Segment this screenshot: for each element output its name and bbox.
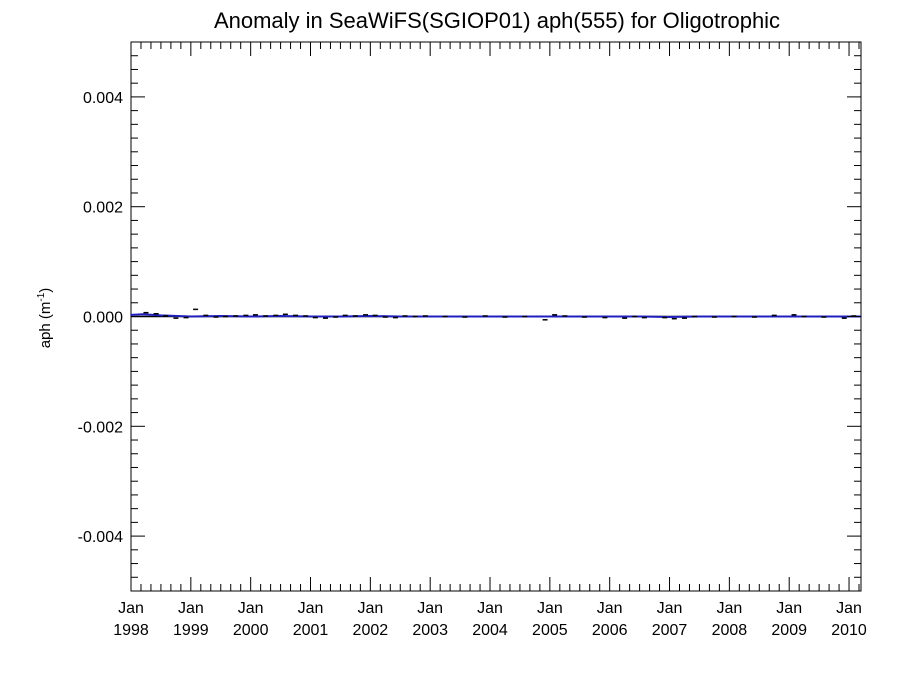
y-tick-label: 0.004 [83,90,123,107]
y-axis-label-close: ) [37,288,54,293]
smoothed-anomaly-point [578,315,581,318]
y-axis-label-text: aph (m [37,302,54,349]
y-tick-label: -0.004 [78,529,123,546]
smoothed-anomaly-point [279,315,282,317]
x-tick-label-year: 2006 [592,622,628,639]
smoothed-anomaly-point [519,315,521,318]
smoothed-anomaly-point [549,315,551,318]
x-tick-label-year: 2002 [353,622,389,639]
x-tick-label-year: 2000 [233,622,269,639]
smoothed-anomaly-point [459,315,461,318]
smoothed-anomaly-point [698,315,701,318]
smoothed-anomaly-point [190,315,192,318]
smoothed-anomaly-point [369,315,372,317]
smoothed-anomaly-point [249,315,252,318]
smoothed-anomaly-point [608,315,611,318]
smoothed-anomaly-point [758,315,761,318]
x-tick-label-year: 2004 [472,622,508,639]
smoothed-anomaly-point [130,314,132,316]
x-tick-label-month: Jan [357,600,383,617]
x-tick-label-year: 2008 [712,622,748,639]
x-tick-label-year: 2001 [293,622,329,639]
y-tick-label: 0.002 [83,200,123,217]
x-tick-label-year: 2010 [831,622,867,639]
x-tick-label-year: 1999 [173,622,209,639]
x-tick-label-year: 2005 [532,622,568,639]
x-tick-label-year: 2007 [652,622,688,639]
smoothed-anomaly-point [728,315,731,318]
series-layer [130,308,862,321]
x-tick-label-year: 1998 [113,622,149,639]
x-tick-label-month: Jan [477,600,503,617]
x-tick-label-month: Jan [776,600,802,617]
y-tick-label: -0.002 [78,419,123,436]
smoothed-anomaly-point [219,315,222,317]
smoothed-anomaly-point [489,315,491,318]
x-tick-label-year: 2009 [771,622,807,639]
x-tick-label-month: Jan [238,600,264,617]
smoothed-anomaly-point [788,315,790,318]
x-tick-label-month: Jan [597,600,623,617]
smoothed-anomaly-point [339,315,342,318]
labels-layer: -0.004 -0.002 0.000 0.002 0.004 Jan 1998 Jan 199… [78,90,867,639]
x-tick-label-month: Jan [298,600,324,617]
chart-title: Anomaly in SeaWiFS(SGIOP01) aph(555) for… [213,8,781,33]
smoothed-anomaly-point [638,315,641,318]
smoothed-anomaly-point [429,315,431,318]
x-tick-label-month: Jan [118,600,144,617]
x-tick-label-month: Jan [537,600,563,617]
smoothed-anomaly-point [399,315,402,318]
y-tick-label: 0.000 [83,310,123,327]
x-tick-label-year: 2003 [412,622,448,639]
y-axis-label: aph (m-1) [36,288,54,349]
y-axis-label-superscript: -1 [36,292,47,301]
smoothed-anomaly-point [160,314,162,317]
smoothed-anomaly-point [309,315,312,318]
x-tick-label-month: Jan [178,600,204,617]
x-tick-label-month: Jan [716,600,742,617]
x-tick-label-month: Jan [417,600,443,617]
smoothed-anomaly-point [818,315,820,318]
smoothed-anomaly-point [142,313,144,316]
smoothed-anomaly-line [130,313,861,319]
x-tick-label-month: Jan [836,600,862,617]
x-tick-label-month: Jan [657,600,683,617]
axes-layer [130,42,861,591]
smoothed-anomaly-point [668,316,671,318]
